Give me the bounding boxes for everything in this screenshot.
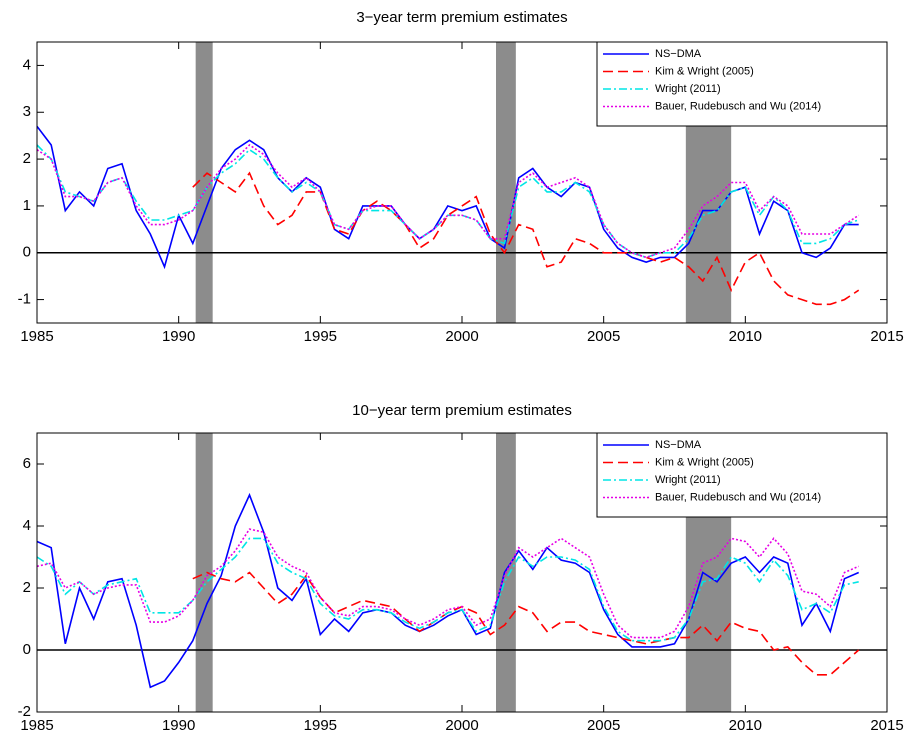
series-line — [36, 143, 860, 259]
y-tick-label: 2 — [23, 579, 31, 596]
y-tick-label: -2 — [18, 703, 31, 720]
chart-title: 10−year term premium estimates — [352, 402, 572, 419]
x-tick-label: 2005 — [587, 328, 620, 345]
y-tick-label: -1 — [18, 291, 31, 308]
series-line — [36, 537, 859, 642]
y-tick-label: 0 — [23, 244, 31, 261]
legend-label: Wright (2011) — [655, 83, 721, 95]
x-tick-label: 2010 — [729, 328, 762, 345]
legend-label: NS−DMA — [655, 48, 702, 60]
chart-title: 3−year term premium estimates — [356, 9, 567, 26]
y-tick-label: 2 — [23, 150, 31, 167]
y-tick-label: 6 — [23, 455, 31, 472]
x-tick-label: 2000 — [445, 717, 478, 734]
x-tick-label: 2015 — [870, 717, 903, 734]
x-tick-label: 2010 — [729, 717, 762, 734]
panel: 10−year term premium estimates 1985 1990 19… — [18, 402, 904, 734]
panel: 3−year term premium estimates 1985 1990 199… — [18, 9, 904, 345]
legend-label: Wright (2011) — [655, 474, 721, 486]
y-tick-label: 4 — [23, 517, 31, 534]
x-tick-label: 2015 — [870, 328, 903, 345]
series-line — [192, 571, 860, 676]
legend: NS−DMA Kim & Wright (2005) Wright (2011) Ba… — [596, 432, 888, 518]
y-tick-label: 4 — [23, 56, 31, 73]
series-line — [36, 528, 860, 639]
legend: NS−DMA Kim & Wright (2005) Wright (2011) Ba… — [596, 41, 888, 127]
legend-label: Kim & Wright (2005) — [655, 65, 754, 77]
x-tick-label: 2000 — [445, 328, 478, 345]
legend-box — [596, 41, 888, 127]
series-line — [36, 492, 860, 689]
legend-box — [596, 432, 888, 518]
x-tick-label: 2005 — [587, 717, 620, 734]
legend-label: Bauer, Rudebusch and Wu (2014) — [655, 491, 821, 503]
x-tick-label: 1985 — [20, 328, 53, 345]
shaded-period — [195, 433, 213, 712]
legend-label: Kim & Wright (2005) — [655, 456, 754, 468]
x-tick-label: 1990 — [162, 717, 195, 734]
legend-label: NS−DMA — [655, 439, 702, 451]
x-tick-label: 1985 — [20, 717, 53, 734]
series-line — [36, 144, 859, 259]
legend-label: Bauer, Rudebusch and Wu (2014) — [655, 100, 821, 112]
shaded-period — [496, 42, 516, 323]
x-tick-label: 1995 — [304, 717, 337, 734]
x-tick-label: 1990 — [162, 328, 195, 345]
y-tick-label: 1 — [23, 197, 31, 214]
y-tick-label: 0 — [23, 641, 31, 658]
series-line — [36, 125, 859, 270]
series-line — [192, 171, 860, 306]
y-tick-label: 3 — [23, 103, 31, 120]
x-tick-label: 1995 — [304, 328, 337, 345]
